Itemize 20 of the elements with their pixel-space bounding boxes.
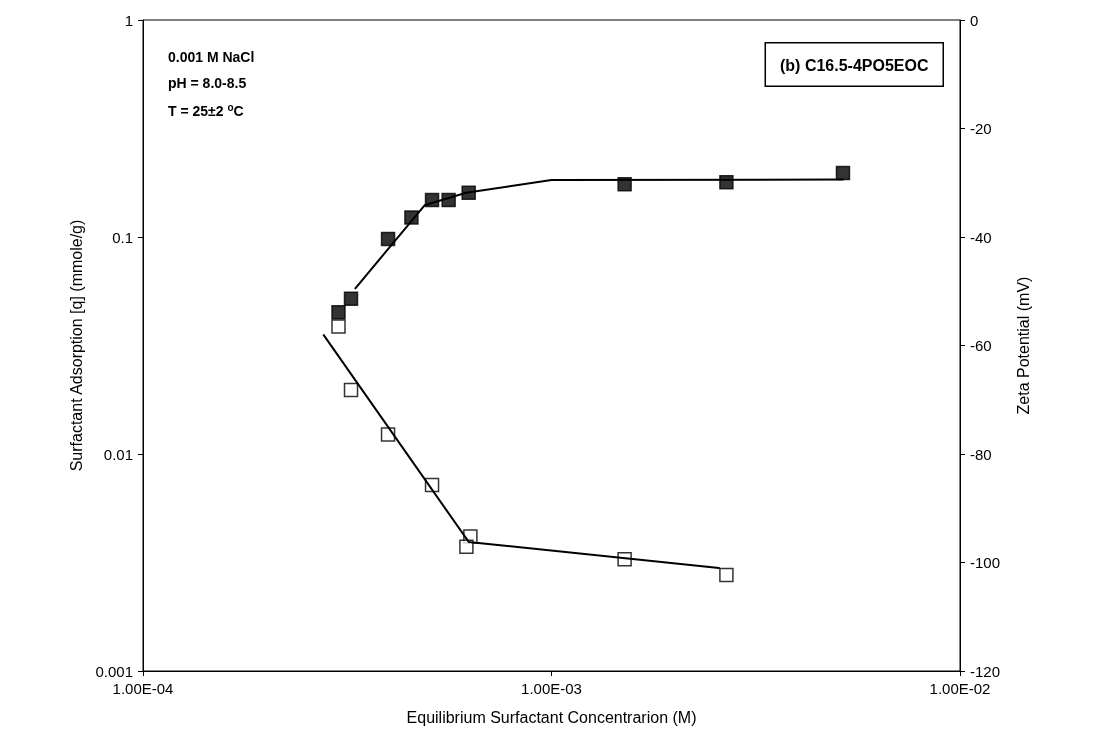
x-tick-label: 1.00E-04 (112, 680, 174, 697)
y2-tick-label: -60 (970, 337, 992, 354)
y2-tick-label: -40 (970, 228, 992, 246)
y-tick-label: 0.01 (103, 445, 133, 463)
x-tick-label: 1.00E-02 (929, 680, 991, 697)
y2-tick-label: -80 (970, 445, 992, 463)
y-axis-title: Surfactant Adsorption [q] (mmole/g) (68, 219, 86, 472)
y2-tick-label: 0 (970, 11, 979, 29)
y-tick-label: 1 (124, 11, 133, 29)
x-tick-label: 1.00E-03 (521, 680, 582, 697)
y-tick-label: 0.001 (95, 662, 133, 680)
y-tick-label: 0.1 (112, 228, 133, 246)
annotation: pH = 8.0-8.5 (168, 75, 247, 91)
y2-tick-label: -20 (970, 120, 992, 137)
y2-axis-title: Zeta Potential (mV) (1014, 276, 1032, 415)
y2-tick-label: -120 (970, 662, 1001, 680)
annotation: (b) C16.5-4PO5EOC (780, 57, 929, 74)
annotation: 0.001 M NaCl (168, 49, 255, 65)
y2-tick-label: -100 (970, 554, 1001, 571)
x-axis-title: Equilibrium Surfactant Concentrarion (M) (406, 708, 697, 726)
